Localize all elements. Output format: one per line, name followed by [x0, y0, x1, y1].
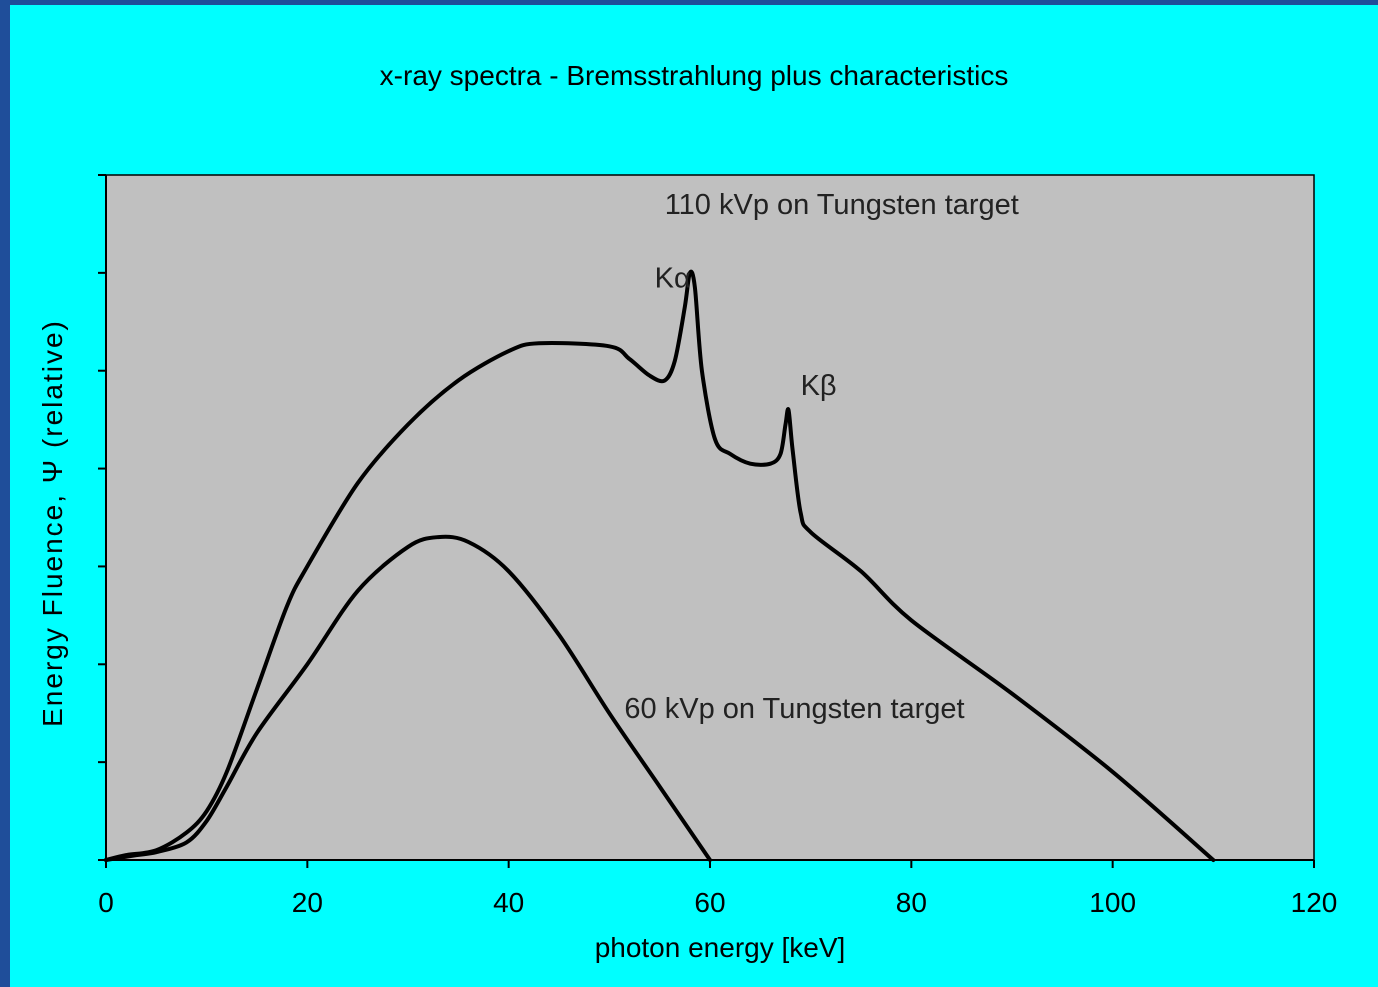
x-tick-label: 80 — [896, 887, 927, 918]
x-tick-label: 120 — [1291, 887, 1338, 918]
series-line-110kvp — [104, 269, 1216, 862]
x-tick-label: 60 — [694, 887, 725, 918]
x-tick-label: 20 — [292, 887, 323, 918]
chart: x-ray spectra - Bremsstrahlung plus char… — [10, 5, 1378, 987]
x-axis-title: photon energy [keV] — [595, 932, 846, 963]
slide: x-ray spectra - Bremsstrahlung plus char… — [10, 5, 1378, 987]
x-tick-label: 100 — [1089, 887, 1136, 918]
curves: 110 kVp on Tungsten target 60 kVp on Tung… — [104, 189, 1216, 862]
peak-label-k-alpha: Kα — [655, 263, 691, 295]
y-axis-title: Energy Fluence, Ψ (relative) — [37, 319, 68, 727]
series-label-110kvp: 110 kVp on Tungsten target — [665, 189, 1019, 221]
chart-title: x-ray spectra - Bremsstrahlung plus char… — [380, 60, 1009, 91]
series-line-60kvp — [104, 534, 712, 862]
axes: 0 20 40 60 80 100 120 — [98, 174, 1338, 918]
series-label-60kvp: 60 kVp on Tungsten target — [624, 693, 964, 725]
annotations: Kα Kβ — [655, 263, 837, 403]
x-tick-label: 40 — [493, 887, 524, 918]
plot-area — [105, 174, 1315, 861]
peak-label-k-beta: Kβ — [801, 370, 837, 402]
x-tick-label: 0 — [98, 887, 114, 918]
